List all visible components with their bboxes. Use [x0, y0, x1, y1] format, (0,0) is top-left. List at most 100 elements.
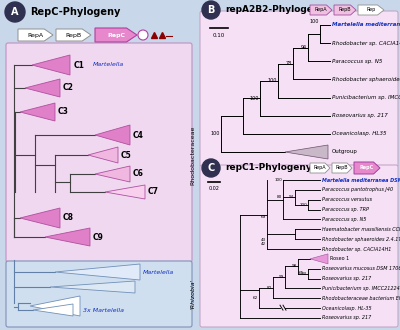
Polygon shape: [18, 29, 53, 41]
Text: Roseovarius sp. 217: Roseovarius sp. 217: [332, 113, 388, 118]
Text: RepC-Phylogeny: RepC-Phylogeny: [30, 7, 120, 17]
Polygon shape: [105, 185, 145, 199]
Text: 94: 94: [289, 195, 294, 199]
Text: Paracoccus sp. N5: Paracoccus sp. N5: [322, 217, 366, 222]
Text: 43: 43: [261, 238, 266, 242]
Polygon shape: [285, 145, 328, 159]
Polygon shape: [56, 29, 91, 41]
Text: B: B: [207, 5, 215, 15]
Text: 65: 65: [299, 271, 304, 275]
Polygon shape: [33, 304, 73, 316]
Text: 0.10: 0.10: [213, 33, 225, 38]
Polygon shape: [32, 55, 70, 75]
Text: C8: C8: [63, 214, 74, 222]
Text: 92: 92: [302, 272, 307, 276]
Text: Rhodobacter sphaeroides 2.4.1T: Rhodobacter sphaeroides 2.4.1T: [332, 77, 400, 82]
Polygon shape: [45, 228, 90, 246]
Text: Rhodobacteraceae bacterium EhC02: Rhodobacteraceae bacterium EhC02: [322, 296, 400, 301]
Text: Oceanicolasp. HL-35: Oceanicolasp. HL-35: [322, 306, 372, 311]
Text: 'Rhizobia': 'Rhizobia': [190, 279, 196, 309]
Text: Outgroup: Outgroup: [332, 149, 358, 154]
Text: RepA: RepA: [315, 8, 327, 13]
Text: C9: C9: [93, 233, 104, 242]
Text: repA2B2-Phylogeny: repA2B2-Phylogeny: [225, 6, 325, 15]
Circle shape: [202, 1, 220, 19]
Text: Paracoccus sp. TRP: Paracoccus sp. TRP: [322, 207, 369, 212]
Text: Roseovarius mucosus DSM 17069T: Roseovarius mucosus DSM 17069T: [322, 266, 400, 271]
Text: 82: 82: [267, 286, 272, 290]
Text: Rhodobacter sp. CACIA14H1: Rhodobacter sp. CACIA14H1: [322, 247, 391, 251]
Text: Rhodobacter sphaeroides 2.4.1T: Rhodobacter sphaeroides 2.4.1T: [322, 237, 400, 242]
Text: Rhodobacter sp. CACIA14H1: Rhodobacter sp. CACIA14H1: [332, 41, 400, 46]
Text: 62: 62: [253, 296, 258, 300]
Text: Rhodobacteraceae: Rhodobacteraceae: [190, 125, 196, 185]
Text: 69: 69: [261, 215, 266, 219]
Circle shape: [202, 159, 220, 177]
Polygon shape: [354, 162, 380, 174]
Text: repC1-Phylogeny: repC1-Phylogeny: [225, 163, 312, 173]
Text: RepC: RepC: [107, 32, 125, 38]
FancyBboxPatch shape: [200, 11, 398, 167]
Text: 100: 100: [310, 19, 319, 24]
Text: C1: C1: [74, 60, 85, 70]
Text: 100: 100: [299, 203, 307, 207]
Polygon shape: [20, 208, 60, 228]
Polygon shape: [310, 163, 330, 173]
Text: RepB: RepB: [339, 8, 351, 13]
Polygon shape: [30, 296, 80, 316]
Text: RepB: RepB: [336, 166, 348, 171]
Text: Martelella mediterranea DSM 17316T: Martelella mediterranea DSM 17316T: [332, 22, 400, 27]
Text: Rep: Rep: [366, 8, 376, 13]
Text: Paracoccus pantotrophus J40: Paracoccus pantotrophus J40: [322, 187, 393, 192]
Polygon shape: [310, 5, 332, 15]
Text: C7: C7: [148, 187, 159, 196]
Polygon shape: [95, 28, 137, 42]
Text: Haematobacter massiliensis CCUG 47968T: Haematobacter massiliensis CCUG 47968T: [322, 227, 400, 232]
Text: 100: 100: [274, 178, 282, 182]
Text: 100: 100: [250, 96, 259, 101]
Polygon shape: [332, 163, 352, 173]
FancyBboxPatch shape: [6, 43, 192, 262]
Polygon shape: [25, 79, 60, 97]
Text: 100: 100: [268, 78, 277, 83]
Text: RepA: RepA: [314, 166, 326, 171]
Text: 80: 80: [277, 195, 282, 199]
Polygon shape: [20, 103, 55, 121]
Text: 0.02: 0.02: [208, 186, 220, 191]
Text: 99: 99: [279, 275, 284, 279]
Text: Paracoccus sp. N5: Paracoccus sp. N5: [332, 59, 382, 64]
Polygon shape: [55, 264, 140, 280]
Text: RepA: RepA: [27, 32, 43, 38]
Text: 3x Martelella: 3x Martelella: [83, 309, 124, 314]
Polygon shape: [88, 147, 118, 163]
Text: C: C: [207, 163, 215, 173]
Circle shape: [5, 2, 25, 22]
Text: A: A: [11, 7, 19, 17]
Text: Roseovarius sp. 217: Roseovarius sp. 217: [322, 315, 371, 320]
Text: RepB: RepB: [65, 32, 81, 38]
Text: Martelella mediterranea DSM 17316T: Martelella mediterranea DSM 17316T: [322, 178, 400, 182]
Text: Oceanicolasp. HL35: Oceanicolasp. HL35: [332, 131, 386, 136]
Text: Paracoccus versutus: Paracoccus versutus: [322, 197, 372, 202]
Text: C4: C4: [133, 130, 144, 140]
Text: 98: 98: [292, 264, 297, 268]
Text: C2: C2: [63, 83, 74, 92]
Text: Martelella: Martelella: [143, 270, 174, 275]
Polygon shape: [310, 254, 328, 264]
Text: 42: 42: [261, 242, 266, 246]
Polygon shape: [95, 166, 130, 182]
Text: Punicibacterium sp. IMCC21224: Punicibacterium sp. IMCC21224: [332, 95, 400, 100]
Text: C5: C5: [121, 150, 132, 159]
Polygon shape: [358, 5, 384, 15]
Text: C6: C6: [133, 170, 144, 179]
Text: C3: C3: [58, 108, 69, 116]
Circle shape: [138, 30, 148, 40]
Text: Martelella: Martelella: [93, 62, 124, 68]
Text: 100: 100: [211, 131, 220, 137]
FancyBboxPatch shape: [200, 165, 398, 327]
FancyBboxPatch shape: [6, 261, 192, 327]
Text: Punicibacterium sp. IMCC21224: Punicibacterium sp. IMCC21224: [322, 286, 400, 291]
Text: RepC: RepC: [360, 166, 374, 171]
Polygon shape: [50, 281, 135, 293]
Text: 78: 78: [286, 61, 292, 66]
